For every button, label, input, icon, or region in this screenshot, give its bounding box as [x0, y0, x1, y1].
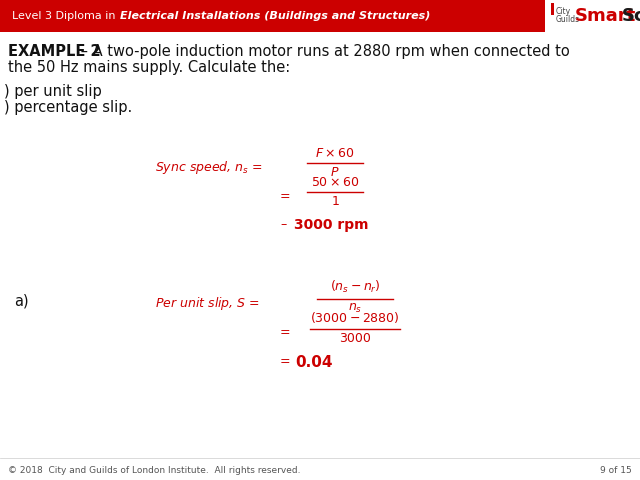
Text: $(3000 - 2880)$: $(3000 - 2880)$ — [310, 310, 400, 325]
Text: the 50 Hz mains supply. Calculate the:: the 50 Hz mains supply. Calculate the: — [8, 60, 291, 75]
Text: $1$: $1$ — [331, 195, 339, 208]
Text: Guilds: Guilds — [556, 15, 580, 24]
Text: 9 of 15: 9 of 15 — [600, 466, 632, 475]
Text: ) percentage slip.: ) percentage slip. — [4, 100, 132, 115]
Text: –: – — [280, 218, 286, 231]
Text: Screen: Screen — [622, 7, 640, 25]
Text: $(n_s - n_r)$: $(n_s - n_r)$ — [330, 279, 380, 295]
Bar — [551, 3, 554, 15]
Text: © 2018  City and Guilds of London Institute.  All rights reserved.: © 2018 City and Guilds of London Institu… — [8, 466, 301, 475]
Text: $50 \times 60$: $50 \times 60$ — [311, 176, 359, 189]
Text: Smart: Smart — [575, 7, 636, 25]
Text: Electrical Installations (Buildings and Structures): Electrical Installations (Buildings and … — [120, 11, 430, 21]
Text: =: = — [280, 355, 294, 368]
Bar — [0, 0, 545, 32]
Text: a): a) — [14, 293, 29, 308]
Text: ) per unit slip: ) per unit slip — [4, 84, 102, 99]
Text: =: = — [280, 191, 291, 204]
Text: =: = — [280, 326, 291, 339]
Text: 3000 rpm: 3000 rpm — [294, 218, 369, 232]
Text: – A two-pole induction motor runs at 2880 rpm when connected to: – A two-pole induction motor runs at 288… — [76, 44, 570, 59]
Text: $n_s$: $n_s$ — [348, 302, 362, 315]
Text: Sync speed, $n_s$ =: Sync speed, $n_s$ = — [155, 159, 263, 177]
Text: Per unit slip, $S$ =: Per unit slip, $S$ = — [155, 295, 260, 312]
Text: 3000: 3000 — [339, 332, 371, 345]
Text: EXAMPLE 2: EXAMPLE 2 — [8, 44, 100, 59]
Text: $F \times 60$: $F \times 60$ — [315, 147, 355, 160]
Text: Level 3 Diploma in: Level 3 Diploma in — [12, 11, 119, 21]
Text: 0.04: 0.04 — [295, 355, 333, 370]
Text: $P$: $P$ — [330, 166, 340, 179]
Text: City: City — [556, 8, 571, 16]
